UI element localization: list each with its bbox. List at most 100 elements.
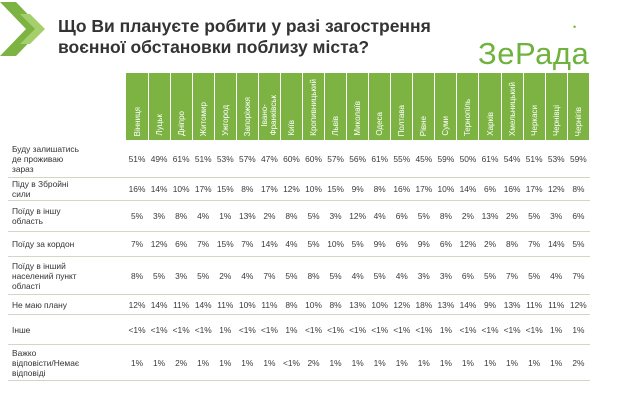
table-cell: 54%	[501, 140, 524, 178]
column-header-label: Чернівці	[551, 104, 561, 136]
table-cell: 8%	[280, 200, 303, 232]
table-cell: 14%	[258, 231, 281, 257]
table-cell: <1%	[523, 314, 546, 345]
column-header-label: Рівне	[419, 115, 429, 136]
table-cell: 51%	[125, 140, 149, 178]
table-cell: 4%	[280, 231, 303, 257]
column-header: Тернопіль	[456, 72, 480, 141]
column-header: Чернівці	[544, 72, 568, 141]
column-header: Вінниця	[125, 72, 149, 141]
column-header-label: Ужгород	[220, 105, 230, 136]
table-cell: 8%	[302, 256, 325, 295]
table-cell: <1%	[456, 314, 479, 345]
table-cell: 1%	[280, 314, 303, 345]
column-header: Полтава	[390, 72, 414, 141]
table-cell: 5%	[148, 256, 171, 295]
table-cell: 5%	[125, 200, 149, 232]
table-cell: <1%	[236, 314, 259, 345]
table-cell: 13%	[236, 200, 259, 232]
table-cell: 5%	[280, 256, 303, 295]
table-cell: <1%	[501, 314, 524, 345]
table-cell: 51%	[192, 140, 215, 178]
table-cell: 16%	[390, 177, 413, 201]
table-cell: 8%	[236, 177, 259, 201]
table-cell: 12%	[280, 177, 303, 201]
table-cell: 49%	[148, 140, 171, 178]
table-cell: 11%	[214, 294, 237, 315]
table-cell: 14%	[192, 294, 215, 315]
table-cell: 1%	[214, 200, 237, 232]
table-cell: <1%	[192, 314, 215, 345]
table-cell: 1%	[501, 344, 524, 381]
table-cell: 5%	[192, 256, 215, 295]
column-header: Чернігів	[566, 72, 591, 141]
table-cell: 60%	[280, 140, 303, 178]
table-cell: 5%	[412, 200, 435, 232]
table-cell: 12%	[125, 294, 149, 315]
table-cell: 12%	[148, 231, 171, 257]
table-cell: 1%	[478, 344, 502, 381]
table-cell: 55%	[390, 140, 413, 178]
table-cell: 4%	[236, 256, 259, 295]
column-header: Черкаси	[522, 72, 546, 141]
table-cell: 3%	[434, 256, 457, 295]
table-cell: 15%	[214, 177, 237, 201]
row-label: Не маю плану	[8, 294, 126, 315]
table-cell: 3%	[148, 200, 171, 232]
table-cell: 8%	[170, 200, 193, 232]
table-cell: 13%	[478, 200, 502, 232]
table-cell: 6%	[456, 256, 479, 295]
table-cell: 5%	[302, 200, 325, 232]
column-header: Рівне	[412, 72, 436, 141]
table-cell: 6%	[390, 231, 413, 257]
table-cell: 13%	[434, 294, 457, 315]
column-header-label: Харків	[485, 112, 495, 136]
table-cell: 10%	[324, 231, 347, 257]
table-cell: 8%	[280, 294, 303, 315]
table-cell: 14%	[148, 177, 171, 201]
table-cell: 1%	[368, 344, 391, 381]
column-header: Дніпро	[169, 72, 193, 141]
row-label: Поїду за кордон	[8, 231, 126, 257]
table-cell: 17%	[258, 177, 281, 201]
survey-table: Вінниця Луцьк Дніпро Житомир Ужгород Запоріжж…	[8, 72, 591, 381]
table-cell: 5%	[523, 256, 546, 295]
table-cell: <1%	[324, 314, 347, 345]
table-cell: <1%	[258, 314, 281, 345]
table-cell: <1%	[412, 314, 435, 345]
table-cell: <1%	[346, 314, 369, 345]
decorative-dot: •	[573, 22, 577, 32]
table-cell: 6%	[390, 200, 413, 232]
table-row: Не маю плану 12% 14% 11% 14% 11% 10% 11% 8% 10% 8%…	[8, 294, 590, 315]
table-cell: 5%	[523, 200, 546, 232]
table-cell: 1%	[545, 344, 568, 381]
table-cell: 59%	[434, 140, 457, 178]
column-header-label: Суми	[441, 116, 451, 136]
table-cell: 16%	[501, 177, 524, 201]
column-header-label: Одеса	[375, 112, 385, 136]
table-cell: 57%	[324, 140, 347, 178]
table-cell: 4%	[192, 200, 215, 232]
table-cell: 2%	[478, 231, 502, 257]
column-header: Хмельницький	[500, 72, 524, 141]
table-cell: 17%	[192, 177, 215, 201]
table-cell: 12%	[390, 294, 413, 315]
column-header-label: Львів	[331, 116, 341, 136]
column-header: Харків	[478, 72, 502, 141]
column-header: Миколаїв	[346, 72, 370, 141]
table-cell: 7%	[125, 231, 149, 257]
column-header: Львів	[324, 72, 348, 141]
table-cell: 6%	[434, 231, 457, 257]
table-cell: 1%	[390, 344, 413, 381]
table-cell: 2%	[456, 200, 479, 232]
column-header-label: Миколаїв	[353, 101, 363, 136]
row-label: Поїду в іншу область	[8, 200, 126, 232]
table-cell: 8%	[125, 256, 149, 295]
table-cell: 61%	[478, 140, 502, 178]
table-cell: 10%	[236, 294, 259, 315]
table-cell: 10%	[302, 294, 325, 315]
table-cell: 4%	[545, 256, 568, 295]
table-cell: 1%	[545, 314, 568, 345]
table-cell: 7%	[501, 256, 524, 295]
